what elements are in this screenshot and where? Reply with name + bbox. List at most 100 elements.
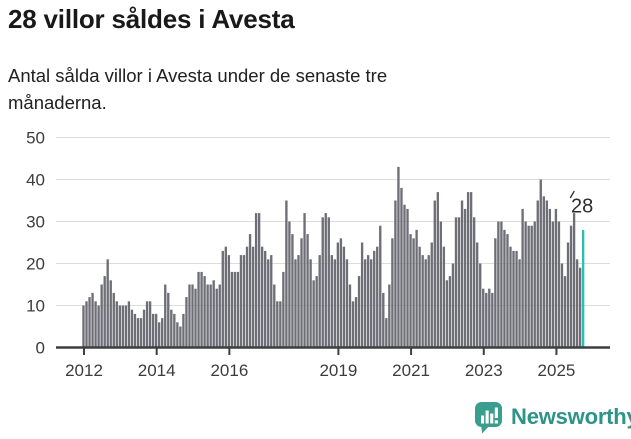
- newsworthy-speech-bubble-bar-chart-icon: [475, 401, 502, 433]
- bar-month: [394, 200, 397, 348]
- bar-month: [185, 297, 188, 348]
- bar-month: [85, 301, 88, 348]
- chart-title: 28 villor såldes i Avesta: [8, 4, 295, 34]
- bar-month: [303, 213, 306, 348]
- bar-month: [463, 208, 467, 348]
- bar-month: [206, 284, 209, 348]
- bar-month: [318, 255, 321, 348]
- bar-month: [176, 322, 179, 348]
- bar-month: [276, 301, 279, 348]
- bar-month: [333, 259, 337, 348]
- bar-month: [451, 263, 455, 348]
- bar-month: [482, 288, 485, 348]
- bar-month: [300, 238, 303, 348]
- bar-month: [218, 284, 221, 348]
- bar-month: [194, 288, 197, 348]
- newsworthy-logo: Newsworthy: [474, 400, 631, 434]
- x-axis-tick-label: 2019: [319, 361, 357, 380]
- bar-month: [485, 292, 488, 348]
- bar-month: [312, 280, 315, 348]
- bar-month: [242, 255, 246, 348]
- bar-month: [124, 305, 128, 348]
- chart-subtitle-line-1: Antal sålda villor i Avesta under de sen…: [8, 65, 388, 86]
- bar-month: [430, 242, 433, 348]
- x-axis-tick-label: 2016: [210, 361, 248, 380]
- bar-month: [433, 200, 436, 348]
- bar-month: [158, 322, 161, 348]
- bar-month: [379, 225, 382, 348]
- bar-month: [324, 213, 327, 348]
- bar-month: [130, 309, 134, 348]
- bar-month: [257, 213, 261, 348]
- bar-month: [233, 271, 237, 348]
- bar-month: [339, 238, 343, 348]
- bar-month: [385, 318, 388, 348]
- bar-month: [142, 309, 146, 348]
- bar-month: [382, 292, 385, 348]
- bar-month: [273, 284, 276, 348]
- bar-month: [209, 284, 212, 348]
- bar-month: [239, 255, 243, 348]
- bar-month: [476, 242, 479, 348]
- bar-month: [254, 213, 258, 348]
- y-axis-tick-label: 50: [26, 129, 45, 148]
- bar-month: [330, 255, 333, 348]
- bars: [82, 166, 585, 348]
- bar-month: [524, 221, 527, 348]
- bar-month: [397, 166, 400, 348]
- bar-month: [270, 255, 273, 348]
- bar-month: [94, 301, 97, 348]
- bar-month: [536, 200, 539, 348]
- y-axis-tick-label: 10: [26, 297, 45, 316]
- bar-month: [230, 271, 234, 348]
- bar-month: [245, 246, 249, 348]
- bar-month: [512, 250, 515, 348]
- bar-month: [472, 217, 476, 348]
- bar-month: [264, 250, 267, 348]
- bar-month: [409, 234, 412, 348]
- bar-month: [112, 292, 115, 348]
- bar-month: [164, 284, 167, 348]
- bar-month: [545, 200, 549, 348]
- bar-month: [551, 221, 555, 348]
- bar-month: [415, 229, 418, 348]
- bar-month: [248, 234, 252, 348]
- bar-month: [161, 318, 164, 348]
- bar-month: [224, 246, 227, 348]
- bar-month: [391, 238, 394, 348]
- bar-month: [215, 288, 218, 348]
- bar-month: [554, 208, 558, 348]
- bar-month: [100, 284, 103, 348]
- bar-month: [294, 259, 297, 348]
- bar-month: [179, 326, 182, 348]
- bar-month: [251, 246, 255, 348]
- bar-month: [170, 309, 173, 348]
- bar-month: [469, 192, 473, 348]
- bar-month: [539, 179, 542, 348]
- bar-month: [212, 280, 215, 348]
- bar-month: [436, 192, 439, 348]
- bar-month: [227, 255, 231, 348]
- bar-month: [563, 276, 567, 348]
- bar-month: [145, 301, 149, 348]
- bar-month: [354, 297, 358, 348]
- bar-month: [454, 217, 458, 348]
- bar-month: [357, 276, 361, 348]
- last-value-annotation: 28: [569, 190, 593, 218]
- bar-month: [497, 221, 500, 348]
- bar-month: [424, 259, 427, 348]
- x-axis-tick-label: 2012: [65, 361, 103, 380]
- bar-month: [279, 301, 282, 348]
- bar-month: [494, 238, 497, 348]
- x-axis-tick-label: 2014: [138, 361, 176, 380]
- bar-month: [569, 225, 573, 348]
- bar-month: [342, 246, 346, 348]
- bar-month: [466, 192, 470, 348]
- bar-month: [260, 246, 264, 348]
- chart-subtitle: Antal sålda villor i Avesta under de sen…: [8, 62, 568, 116]
- y-axis-tick-label: 20: [26, 255, 45, 274]
- bar-month: [575, 259, 579, 348]
- annotation-leader-line: [569, 190, 575, 199]
